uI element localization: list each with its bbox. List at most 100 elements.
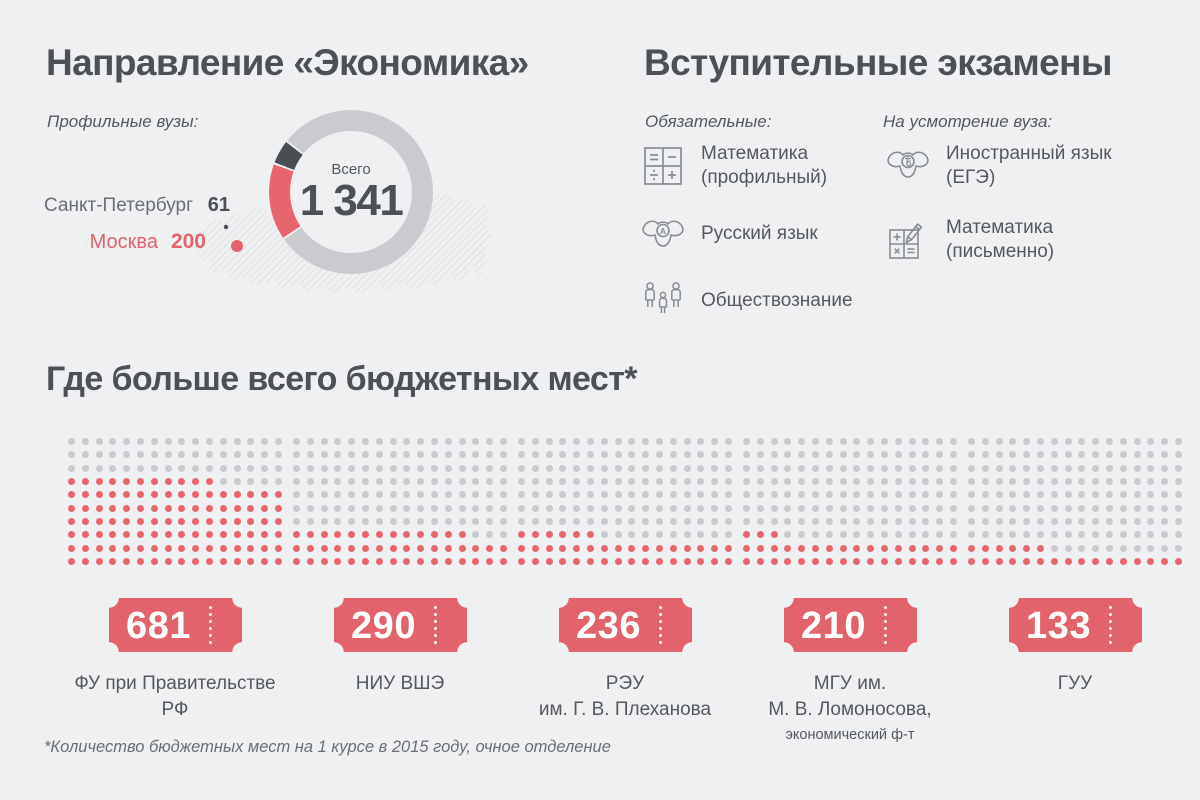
dot [908, 451, 916, 459]
dot [444, 558, 452, 566]
dot [164, 491, 172, 499]
dot [936, 478, 944, 486]
dot [205, 438, 213, 445]
dot [981, 558, 989, 566]
dot [1105, 438, 1113, 445]
dot [936, 518, 944, 526]
dot [486, 478, 494, 486]
dot [150, 544, 158, 552]
dot [968, 491, 975, 499]
dot [811, 531, 819, 539]
dot [205, 451, 213, 459]
dot [1050, 478, 1058, 486]
dot [261, 504, 269, 512]
dot [81, 558, 89, 566]
dot [853, 558, 861, 566]
dot [1036, 478, 1044, 486]
dot [1078, 451, 1086, 459]
dot [545, 451, 553, 459]
dot [458, 544, 466, 552]
university-name-line: РЭУ [605, 673, 645, 695]
dot [430, 558, 438, 566]
dot [205, 544, 213, 552]
dot [205, 504, 213, 512]
dot [136, 451, 144, 459]
dot [683, 491, 691, 499]
dot [995, 531, 1003, 539]
dot [444, 464, 452, 472]
dot [348, 518, 356, 526]
dot [430, 531, 438, 539]
dot [136, 438, 144, 445]
dot [123, 451, 131, 459]
dot [1119, 464, 1127, 472]
tongue-a-icon: А [640, 212, 686, 258]
dot [320, 438, 328, 445]
dot [573, 558, 581, 566]
dot [164, 504, 172, 512]
dot [628, 504, 636, 512]
profile-universities-label: Профильные вузы: [47, 112, 199, 131]
dot [867, 544, 875, 552]
dot [375, 558, 383, 566]
dot [968, 478, 975, 486]
dot [770, 558, 778, 566]
dot [375, 518, 383, 526]
dot [1050, 531, 1058, 539]
dot [669, 504, 677, 512]
dot [756, 558, 764, 566]
dot [1023, 438, 1031, 445]
dot [458, 531, 466, 539]
dot [444, 504, 452, 512]
dot [233, 544, 241, 552]
dot [109, 544, 117, 552]
dot [922, 544, 930, 552]
dot [573, 504, 581, 512]
dot [1050, 438, 1058, 445]
dot [614, 518, 622, 526]
dot [724, 518, 732, 526]
university-name: НИУ ВШЭ [356, 671, 444, 697]
university-name: МГУ им. М. В. Ломоносова, экономический ф-… [768, 671, 931, 746]
moscow-label: Москва [89, 231, 158, 253]
dot [825, 478, 833, 486]
dot [518, 491, 525, 499]
dot [95, 478, 103, 486]
dot [334, 518, 342, 526]
dot [417, 491, 425, 499]
dot [839, 451, 847, 459]
dot [205, 518, 213, 526]
dot [1009, 531, 1017, 539]
dot [922, 531, 930, 539]
dot [1133, 491, 1141, 499]
dot [192, 478, 200, 486]
dot [798, 438, 806, 445]
dot [499, 504, 507, 512]
dot [1078, 558, 1086, 566]
dot [614, 558, 622, 566]
dot [1036, 438, 1044, 445]
dot [417, 464, 425, 472]
dot [1078, 478, 1086, 486]
dot [1036, 464, 1044, 472]
dot [81, 478, 89, 486]
dot [306, 544, 314, 552]
dot [192, 544, 200, 552]
dot [1105, 544, 1113, 552]
dot [1078, 491, 1086, 499]
dot [1092, 518, 1100, 526]
dot [642, 558, 650, 566]
dot [1023, 504, 1031, 512]
dot [1119, 491, 1127, 499]
dot [798, 478, 806, 486]
dot [839, 504, 847, 512]
dot [968, 558, 975, 566]
dot [68, 491, 75, 499]
dot [756, 464, 764, 472]
dot [1009, 504, 1017, 512]
exam-label: Русский язык [701, 223, 818, 245]
dot [1147, 464, 1155, 472]
dot [770, 464, 778, 472]
exam-label: Обществознание [701, 290, 853, 312]
dot [1119, 504, 1127, 512]
